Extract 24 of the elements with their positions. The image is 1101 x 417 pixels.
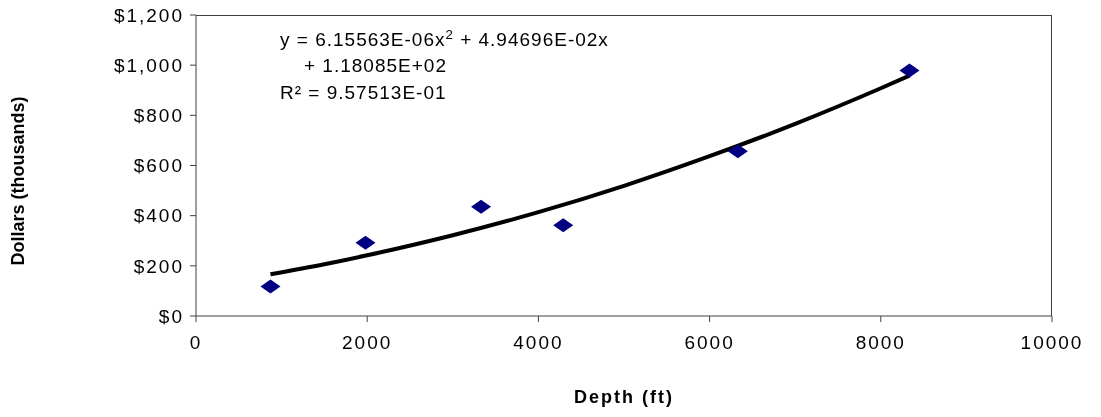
y-tick-label: $800	[133, 105, 184, 127]
point	[899, 63, 920, 78]
x-axis-title: Depth (ft)	[574, 387, 674, 407]
point	[727, 144, 748, 159]
x-tick-label: 4000	[513, 332, 564, 354]
y-axis-title: Dollars (thousands)	[8, 96, 29, 266]
y-tick-label: $0	[158, 305, 184, 327]
point	[260, 279, 281, 294]
annotation: + 1.18085E+02	[304, 55, 447, 76]
y-tick-label: $1,200	[113, 4, 184, 26]
y-tick-label: $400	[133, 205, 184, 227]
y-tick-label: $200	[133, 255, 184, 277]
point	[471, 199, 492, 214]
y-tick-label: $1,000	[113, 54, 184, 76]
x-tick-label: 8000	[855, 332, 906, 354]
x-tick-label: 2000	[342, 332, 393, 354]
annotation: R² = 9.57513E-01	[280, 82, 447, 103]
point	[553, 218, 574, 233]
x-tick-label: 0	[189, 332, 203, 354]
x-tick-label: 6000	[684, 332, 735, 354]
y-tick-label: $600	[133, 155, 184, 177]
point	[355, 235, 376, 250]
x-tick-label: 10000	[1020, 332, 1084, 354]
annotation: y = 6.15563E-06x$^{2}$ + 4.94696E-02x	[280, 26, 609, 50]
